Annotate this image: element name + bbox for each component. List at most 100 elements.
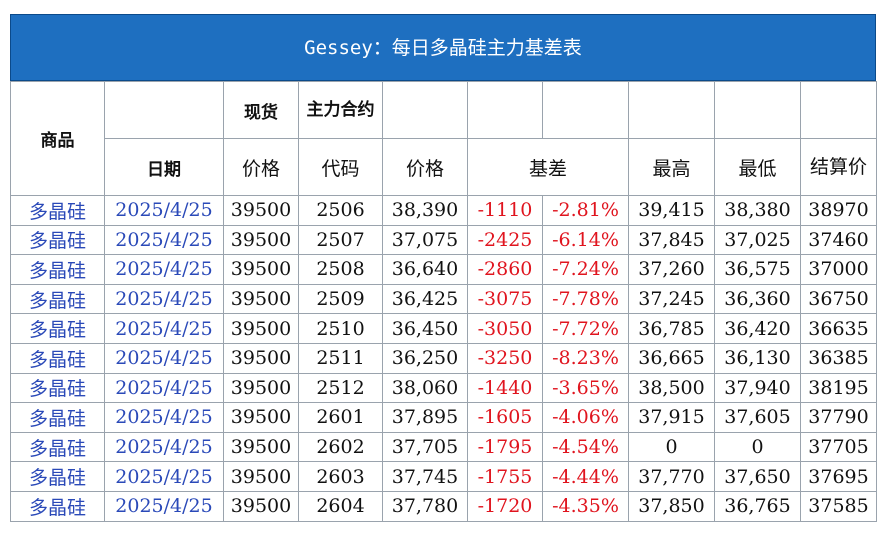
cell-low: 36,420 <box>714 313 801 344</box>
header-blank <box>542 81 629 139</box>
cell-low: 37,940 <box>714 372 801 404</box>
cell-high: 36,665 <box>628 342 715 374</box>
cell-high: 37,260 <box>628 254 715 285</box>
table-row: 多晶硅 2025/4/25 39500 2604 37,780 -1720 -4.35% 37… <box>10 490 877 522</box>
header-main-contract: 主力合约 <box>298 81 383 139</box>
table-row: 多晶硅 2025/4/25 39500 2509 36,425 -3075 -7.78% 37… <box>10 283 877 315</box>
cell-basis-pct: -6.14% <box>542 224 629 256</box>
cell-price: 38,060 <box>382 372 468 404</box>
cell-price: 36,640 <box>382 254 468 285</box>
cell-basis: -1605 <box>467 402 543 433</box>
header-blank <box>104 81 224 139</box>
header-blank <box>467 81 543 139</box>
table-row: 多晶硅 2025/4/25 39500 2511 36,250 -3250 -8.23% 36… <box>10 342 877 374</box>
cell-basis-pct: -4.06% <box>542 402 629 433</box>
cell-spot: 39500 <box>223 461 299 492</box>
cell-settle: 36635 <box>800 313 877 344</box>
cell-code: 2602 <box>298 431 383 463</box>
cell-code: 2507 <box>298 224 383 256</box>
cell-price: 37,895 <box>382 402 468 433</box>
header-row-1: 商品 现货 主力合约 <box>10 81 877 196</box>
header-high: 最高 <box>628 138 715 196</box>
cell-high: 38,500 <box>628 372 715 404</box>
cell-basis: -1440 <box>467 372 543 404</box>
cell-high: 37,245 <box>628 283 715 315</box>
cell-basis: -3250 <box>467 342 543 374</box>
table-title: Gessey：每日多晶硅主力基差表 <box>10 14 876 81</box>
cell-basis-pct: -4.54% <box>542 431 629 463</box>
cell-settle: 38195 <box>800 372 877 404</box>
cell-low: 38,380 <box>714 195 801 226</box>
cell-high: 39,415 <box>628 195 715 226</box>
cell-high: 37,850 <box>628 490 715 522</box>
cell-spot: 39500 <box>223 195 299 226</box>
cell-price: 37,745 <box>382 461 468 492</box>
cell-code: 2509 <box>298 283 383 315</box>
header-low: 最低 <box>714 138 801 196</box>
header-blank <box>382 81 468 139</box>
cell-price: 36,425 <box>382 283 468 315</box>
cell-basis-pct: -7.78% <box>542 283 629 315</box>
cell-code: 2508 <box>298 254 383 285</box>
cell-code: 2603 <box>298 461 383 492</box>
cell-basis: -3075 <box>467 283 543 315</box>
cell-basis: -1755 <box>467 461 543 492</box>
header-price: 价格 <box>382 138 468 196</box>
cell-low: 0 <box>714 431 801 463</box>
cell-spot: 39500 <box>223 342 299 374</box>
header-spot: 现货 <box>223 81 299 139</box>
cell-price: 36,250 <box>382 342 468 374</box>
cell-spot: 39500 <box>223 224 299 256</box>
cell-high: 37,845 <box>628 224 715 256</box>
header-code: 代码 <box>298 138 383 196</box>
cell-settle: 37790 <box>800 402 877 433</box>
cell-date: 2025/4/25 <box>104 254 224 285</box>
cell-date: 2025/4/25 <box>104 402 224 433</box>
cell-low: 37,605 <box>714 402 801 433</box>
cell-date: 2025/4/25 <box>104 490 224 522</box>
cell-basis: -1110 <box>467 195 543 226</box>
cell-settle: 37585 <box>800 490 877 522</box>
cell-low: 36,130 <box>714 342 801 374</box>
cell-low: 36,575 <box>714 254 801 285</box>
cell-settle: 37000 <box>800 254 877 285</box>
cell-spot: 39500 <box>223 490 299 522</box>
cell-high: 0 <box>628 431 715 463</box>
cell-code: 2511 <box>298 342 383 374</box>
cell-basis-pct: -4.44% <box>542 461 629 492</box>
cell-date: 2025/4/25 <box>104 195 224 226</box>
cell-settle: 36750 <box>800 283 877 315</box>
cell-low: 37,025 <box>714 224 801 256</box>
cell-basis: -2860 <box>467 254 543 285</box>
cell-low: 37,650 <box>714 461 801 492</box>
table-row: 多晶硅 2025/4/25 39500 2508 36,640 -2860 -7.24% 37… <box>10 254 877 285</box>
cell-product: 多晶硅 <box>10 283 105 315</box>
table-row: 多晶硅 2025/4/25 39500 2603 37,745 -1755 -4.44% 37… <box>10 461 877 492</box>
cell-basis-pct: -3.65% <box>542 372 629 404</box>
cell-price: 37,075 <box>382 224 468 256</box>
cell-basis: -2425 <box>467 224 543 256</box>
cell-date: 2025/4/25 <box>104 431 224 463</box>
cell-code: 2604 <box>298 490 383 522</box>
cell-low: 36,765 <box>714 490 801 522</box>
cell-product: 多晶硅 <box>10 372 105 404</box>
cell-settle: 37705 <box>800 431 877 463</box>
cell-high: 36,785 <box>628 313 715 344</box>
cell-spot: 39500 <box>223 431 299 463</box>
cell-price: 37,780 <box>382 490 468 522</box>
header-basis: 基差 <box>467 138 629 196</box>
cell-settle: 36385 <box>800 342 877 374</box>
header-product: 商品 <box>10 81 105 196</box>
cell-product: 多晶硅 <box>10 195 105 226</box>
cell-product: 多晶硅 <box>10 490 105 522</box>
header-blank <box>628 81 715 139</box>
cell-price: 37,705 <box>382 431 468 463</box>
cell-basis-pct: -7.72% <box>542 313 629 344</box>
table-row: 多晶硅 2025/4/25 39500 2510 36,450 -3050 -7.72% 36… <box>10 313 877 344</box>
cell-price: 38,390 <box>382 195 468 226</box>
cell-code: 2506 <box>298 195 383 226</box>
header-date: 日期 <box>104 138 224 196</box>
table-row: 多晶硅 2025/4/25 39500 2506 38,390 -1110 -2.81% 39… <box>10 195 877 226</box>
cell-code: 2512 <box>298 372 383 404</box>
cell-spot: 39500 <box>223 283 299 315</box>
